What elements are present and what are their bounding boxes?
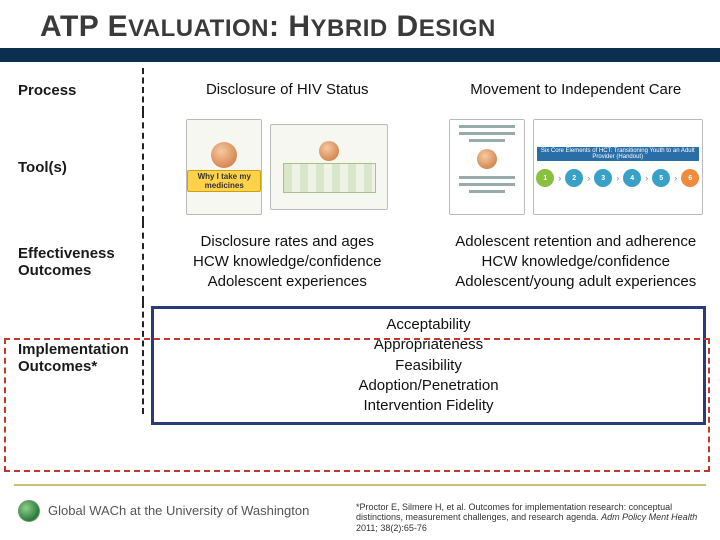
- title-part: ESIGN: [419, 15, 496, 42]
- text: Intervention Fidelity: [363, 396, 493, 416]
- footer-rule: [14, 484, 706, 486]
- hct-step-circle: 3: [594, 169, 612, 187]
- tools-left: Why I take my medicines: [143, 112, 432, 222]
- text: HCW knowledge/confidence: [482, 252, 670, 272]
- tool-thumb-hct: Six Core Elements of HCT: Transitioning …: [533, 119, 703, 215]
- text: HCW knowledge/confidence: [193, 252, 381, 272]
- hct-step-circle: 4: [623, 169, 641, 187]
- title-part: D: [388, 10, 419, 43]
- text: Adolescent/young adult experiences: [455, 272, 696, 292]
- text: Movement to Independent Care: [470, 80, 681, 100]
- title-part: : H: [269, 10, 311, 43]
- hct-step-circle: 1: [536, 169, 554, 187]
- thumb-badge: Why I take my medicines: [187, 170, 261, 192]
- effectiveness-right: Adolescent retention and adherence HCW k…: [432, 222, 720, 302]
- process-right: Movement to Independent Care: [432, 68, 720, 112]
- tool-thumb-doc: [449, 119, 525, 215]
- text: Appropriateness: [374, 335, 483, 355]
- hct-step-circle: 6: [681, 169, 699, 187]
- text: Adolescent experiences: [208, 272, 367, 292]
- divider: [142, 302, 144, 414]
- title-part: ATP E: [40, 10, 128, 43]
- tool-thumb-cards: [270, 124, 388, 210]
- text: Disclosure rates and ages: [201, 232, 374, 252]
- implementation-box: Acceptability Appropriateness Feasibilit…: [151, 306, 706, 425]
- text: Adoption/Penetration: [358, 376, 498, 396]
- label-process: Process: [0, 68, 142, 112]
- slide-title: ATP EVALUATION: HYBRID DESIGN: [0, 0, 720, 48]
- content-grid: Process Disclosure of HIV Status Movemen…: [0, 68, 720, 425]
- text: Disclosure of HIV Status: [206, 80, 369, 100]
- label-tools: Tool(s): [0, 112, 142, 222]
- footer-citation: *Proctor E, Silmere H, et al. Outcomes f…: [356, 500, 706, 534]
- citation-journal: Adm Policy Ment Health: [601, 512, 697, 522]
- effectiveness-left: Disclosure rates and ages HCW knowledge/…: [143, 222, 432, 302]
- hct-step-circle: 2: [565, 169, 583, 187]
- citation-text: 2011; 38(2):65-76: [356, 523, 427, 533]
- process-left: Disclosure of HIV Status: [143, 68, 432, 112]
- text: Feasibility: [395, 356, 462, 376]
- title-part: VALUATION: [128, 15, 269, 42]
- thumb-header: Six Core Elements of HCT: Transitioning …: [537, 147, 699, 161]
- tool-thumb-booklet: Why I take my medicines: [186, 119, 262, 215]
- footer-org: Global WACh at the University of Washing…: [48, 503, 309, 518]
- text: Adolescent retention and adherence: [455, 232, 696, 252]
- label-effectiveness: Effectiveness Outcomes: [0, 222, 142, 302]
- title-accent-bar: [0, 48, 720, 62]
- tools-right: Six Core Elements of HCT: Transitioning …: [432, 112, 720, 222]
- footer: Global WACh at the University of Washing…: [0, 500, 720, 534]
- title-part: YBRID: [311, 15, 388, 42]
- globe-icon: [18, 500, 40, 522]
- hct-step-circle: 5: [652, 169, 670, 187]
- label-implementation: Implementation Outcomes*: [0, 302, 142, 414]
- text: Acceptability: [386, 315, 470, 335]
- footer-left: Global WACh at the University of Washing…: [18, 500, 338, 522]
